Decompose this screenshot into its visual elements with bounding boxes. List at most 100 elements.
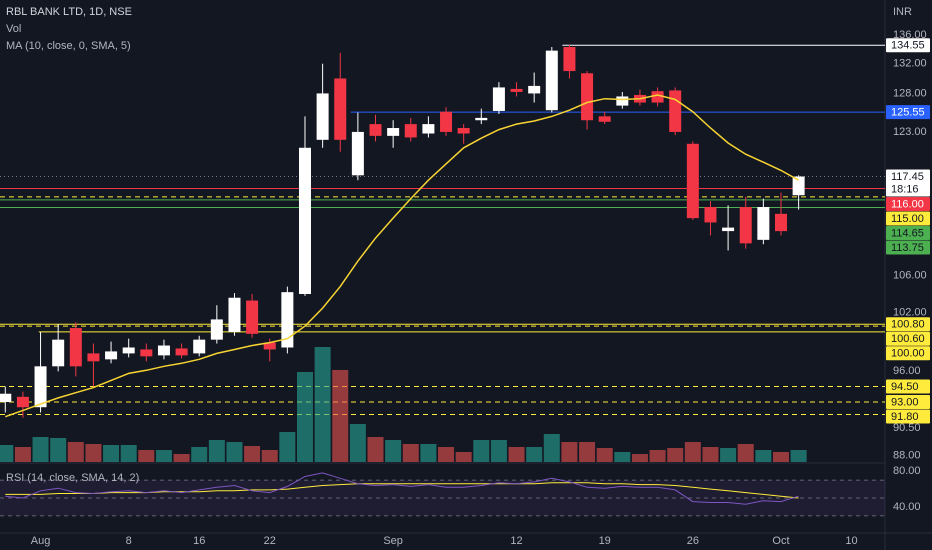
candle-body: [704, 207, 717, 223]
rsi-line: [5, 472, 799, 505]
candle-body: [545, 50, 558, 111]
rsi-ma-line: [5, 482, 799, 499]
volume-bar: [155, 450, 172, 462]
price-label: 116.00: [891, 198, 924, 210]
price-label-box: [886, 395, 930, 410]
volume-bar: [244, 446, 261, 462]
candle-body: [140, 349, 153, 357]
candle-body: [581, 73, 594, 121]
volume-bar: [173, 454, 190, 462]
price-label-box: [886, 169, 930, 197]
price-label-box: [886, 379, 930, 394]
volume-bar: [755, 450, 772, 462]
y-tick-label: 102.00: [893, 307, 927, 319]
x-tick-label: 8: [126, 535, 132, 547]
y-tick-label: 128.00: [893, 87, 927, 99]
volume-bar: [420, 444, 437, 462]
candle-body: [616, 96, 629, 106]
candle-body: [193, 339, 206, 354]
volume-bar: [508, 447, 525, 462]
candle-body: [722, 227, 735, 232]
candle-body: [422, 124, 435, 134]
countdown: 18:16: [891, 183, 919, 195]
volume-bar: [314, 347, 331, 462]
volume-bar: [667, 448, 684, 462]
volume-bar: [543, 434, 560, 462]
price-label: 91.80: [891, 411, 919, 423]
x-tick-label: Oct: [772, 535, 789, 547]
candle-body: [686, 143, 699, 219]
price-label-box: [886, 346, 930, 361]
candle-body: [263, 342, 276, 350]
price-label-box: [886, 317, 930, 332]
candle-body: [16, 396, 29, 408]
x-tick-label: Aug: [31, 535, 51, 547]
volume-bar: [103, 445, 120, 462]
volume-bar: [526, 447, 543, 462]
price-label: 100.60: [891, 333, 925, 345]
volume-bar: [473, 440, 490, 462]
volume-bar: [614, 452, 631, 462]
currency: INR: [893, 6, 912, 18]
volume-bar: [561, 442, 578, 462]
y-tick-label: 106.00: [893, 270, 927, 282]
chart-title: RBL BANK LTD, 1D, NSE: [6, 6, 132, 18]
candle-body: [792, 176, 805, 196]
levels: [0, 44, 885, 517]
candle-body: [0, 393, 12, 403]
volume-bar: [261, 450, 278, 462]
candle-body: [316, 93, 329, 140]
volume-bar: [720, 448, 737, 462]
volume-bar: [385, 440, 402, 462]
candle-body: [334, 78, 347, 140]
volume-bar: [596, 448, 613, 462]
candle-body: [457, 128, 470, 134]
axis: 136.00 132.00 128.00 123.00 106.00 102.00 96.0…: [31, 29, 930, 547]
x-tick-label: 12: [510, 535, 522, 547]
candle-body: [387, 128, 400, 136]
volume-bar: [208, 440, 225, 462]
price-label-box: [886, 409, 930, 424]
candle-body: [122, 347, 135, 354]
candle-body: [739, 207, 752, 244]
volume-bar: [67, 442, 84, 462]
candle-body: [563, 47, 576, 72]
y-tick-label: 123.00: [893, 126, 927, 138]
volume-bar: [332, 370, 349, 462]
volume-bar: [402, 444, 419, 462]
rsi-label: RSI (14, close, SMA, 14, 2): [6, 472, 139, 484]
price-label-box: [886, 105, 930, 120]
price-label: 113.75: [891, 242, 924, 254]
candle-body: [87, 353, 100, 362]
volume-label: Vol: [6, 23, 21, 35]
candle-body: [492, 87, 505, 111]
x-tick-label: 19: [599, 535, 611, 547]
volume-bar: [579, 442, 596, 462]
x-tick-label: 22: [264, 535, 276, 547]
candle-body: [34, 366, 47, 408]
volume-bar: [367, 437, 384, 462]
price-label-box: [886, 38, 930, 53]
price-label: 94.50: [891, 381, 919, 393]
candle-body: [210, 319, 223, 340]
candle-body: [404, 124, 417, 138]
candle-body: [651, 91, 664, 103]
y-tick-label: 88.00: [893, 449, 921, 461]
marks: [0, 44, 807, 505]
volume-bar: [14, 447, 31, 462]
ma-line: [5, 94, 799, 418]
price-label: 114.65: [891, 227, 924, 239]
candle-body: [175, 348, 188, 356]
candle-body: [351, 131, 364, 176]
x-tick-label: 16: [193, 535, 205, 547]
candle-body: [528, 85, 541, 94]
volume-bar: [684, 442, 701, 462]
ma-label: MA (10, close, 0, SMA, 5): [6, 40, 131, 52]
price-label: 115.00: [891, 213, 924, 225]
volume-bar: [490, 440, 507, 462]
volume-bar: [790, 450, 807, 462]
y-tick-label: 96.00: [893, 365, 921, 377]
candle-body: [228, 297, 241, 332]
